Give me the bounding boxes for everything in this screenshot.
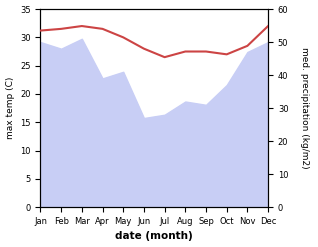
X-axis label: date (month): date (month) bbox=[115, 231, 193, 242]
Y-axis label: med. precipitation (kg/m2): med. precipitation (kg/m2) bbox=[300, 47, 309, 169]
Y-axis label: max temp (C): max temp (C) bbox=[5, 77, 15, 139]
